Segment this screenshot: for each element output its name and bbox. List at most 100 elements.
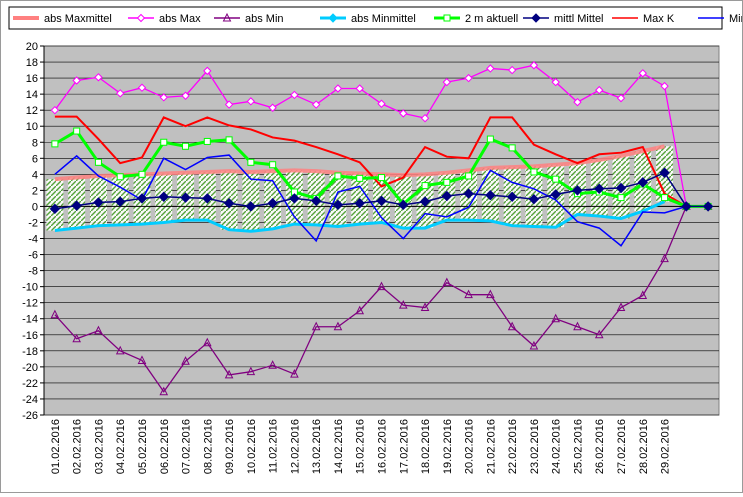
series-mittl-mittel-point <box>550 189 561 200</box>
series-abs-min-point <box>224 369 234 379</box>
series-abs-max-point <box>551 77 560 87</box>
series-mittl-mittel-point <box>71 200 82 211</box>
series-mittl-mittel-point <box>354 198 365 209</box>
series-2-m-aktuell-point <box>94 158 102 166</box>
series-mittl-mittel-point <box>572 185 583 196</box>
series-abs-min-point <box>50 309 60 319</box>
series-abs-min-point <box>333 321 343 331</box>
series-mittl-mittel-point <box>463 188 474 199</box>
series-abs-min-point <box>290 368 299 378</box>
series-abs-min-point <box>638 290 648 299</box>
series-mittl-mittel-point <box>528 194 540 205</box>
x-tick-label: 15.02.2016 <box>355 419 367 474</box>
series-abs-max-point <box>94 73 103 82</box>
series-mittl-mittel-point <box>419 196 431 207</box>
y-tick-label: -24 <box>22 394 38 406</box>
series-abs-max-point <box>355 84 364 93</box>
legend-label-abs-maxmittel: abs Maxmittel <box>44 13 112 25</box>
y-tick-label: -16 <box>22 330 38 342</box>
series-abs-min-point <box>398 299 408 309</box>
legend-label-abs-min: abs Min <box>245 13 284 25</box>
series-abs-max-point <box>420 113 430 123</box>
y-tick-label: -4 <box>28 234 38 246</box>
series-mittl-mittel-point <box>376 195 387 207</box>
series-abs-max-point <box>224 100 234 109</box>
series-2-m-aktuell-point <box>661 194 669 202</box>
series-mittl-mittel-point <box>506 191 518 203</box>
series-abs-min-point <box>616 302 626 312</box>
legend-label-min-k: Min K <box>729 13 742 25</box>
series-abs-max-point <box>268 103 277 112</box>
y-tick-label: -2 <box>28 217 38 229</box>
series-abs-min-point <box>72 333 81 343</box>
x-tick-label: 29.02.2016 <box>660 419 672 474</box>
legend-label-abs-max: abs Max <box>159 13 201 25</box>
series-abs-min-point <box>94 325 103 335</box>
series-2-m-aktuell-point <box>486 135 494 143</box>
y-tick-label: -20 <box>22 362 38 374</box>
x-tick-label: 13.02.2016 <box>311 419 323 474</box>
x-tick-label: 19.02.2016 <box>442 419 454 474</box>
series-abs-min-point <box>660 253 669 263</box>
series-2-m-aktuell-point <box>530 168 538 176</box>
series-2-m-aktuell-point <box>51 140 59 148</box>
y-tick-label: -6 <box>28 250 38 262</box>
series-abs-min-point <box>246 366 256 376</box>
series-abs-max-point <box>595 85 604 95</box>
series-mittl-mittel-point <box>245 201 257 212</box>
x-tick-label: 28.02.2016 <box>638 419 650 474</box>
legend: abs Maxmittel abs Max abs Min abs Minmittel… <box>8 6 743 30</box>
series-abs-min-point <box>464 289 473 299</box>
series-2-m-aktuell-point <box>269 161 277 169</box>
series-abs-max-point <box>399 109 408 118</box>
series-2-m-aktuell-point <box>160 138 168 146</box>
series-abs-min-point <box>115 345 125 355</box>
series-mittl-mittel-point <box>594 183 605 194</box>
series-abs-max-point <box>116 89 125 98</box>
x-tick-label: 01.02.2016 <box>50 419 62 474</box>
x-tick-label: 20.02.2016 <box>464 419 476 474</box>
series-mittl-mittel-point <box>49 203 61 215</box>
y-tick-label: 14 <box>26 89 38 101</box>
series-2-m-aktuell-point <box>378 174 385 182</box>
series-mittl-mittel-point <box>659 167 670 178</box>
series-abs-max-point <box>616 93 626 103</box>
series-2-m-aktuell-point <box>247 158 255 166</box>
series-mittl-mittel-point <box>615 182 627 194</box>
series-mittl-mittel-point <box>202 193 213 204</box>
x-tick-label: 05.02.2016 <box>137 419 149 474</box>
y-tick-label: 12 <box>26 105 38 117</box>
series-abs-min-point <box>181 356 190 365</box>
series-abs-min-point <box>159 386 169 396</box>
series-abs-max-point <box>159 93 168 102</box>
legend-marker <box>531 13 541 23</box>
series-abs-max-point <box>442 77 452 87</box>
plot-area: -26-24-22-20-18-16-14-12-10-8-6-4-202468… <box>22 41 720 474</box>
y-tick-label: 6 <box>32 153 38 165</box>
series-abs-min-point <box>377 281 386 291</box>
series-abs-max-point <box>464 73 473 83</box>
series-2-m-aktuell-point <box>356 174 364 182</box>
series-mittl-mittel-point <box>637 177 648 188</box>
series-abs-min-line <box>54 205 709 393</box>
series-mittl-mittel-point <box>180 192 191 203</box>
series-2-m-aktuell-point <box>225 136 233 144</box>
x-tick-label: 22.02.2016 <box>507 419 519 474</box>
x-tick-label: 16.02.2016 <box>377 419 389 474</box>
series-mittl-mittel-point <box>267 198 278 209</box>
series-min-k-line <box>54 154 709 247</box>
series-2-m-aktuell-point <box>552 175 560 183</box>
x-tick-label: 08.02.2016 <box>202 419 214 474</box>
series-abs-min-point <box>137 355 147 364</box>
series-abs-max-point <box>377 99 386 108</box>
series-max-k-line <box>54 115 709 208</box>
band-bar <box>329 172 347 227</box>
series-abs-max-point <box>137 83 147 92</box>
series-abs-max-point <box>50 105 60 115</box>
series-2-m-aktuell-point <box>421 182 429 190</box>
x-tick-label: 07.02.2016 <box>181 419 193 474</box>
legend-marker <box>328 13 338 23</box>
series-abs-min-point <box>202 337 212 347</box>
series-abs-min-point <box>442 277 452 287</box>
legend-label-abs-minmittel: abs Minmittel <box>351 13 416 25</box>
